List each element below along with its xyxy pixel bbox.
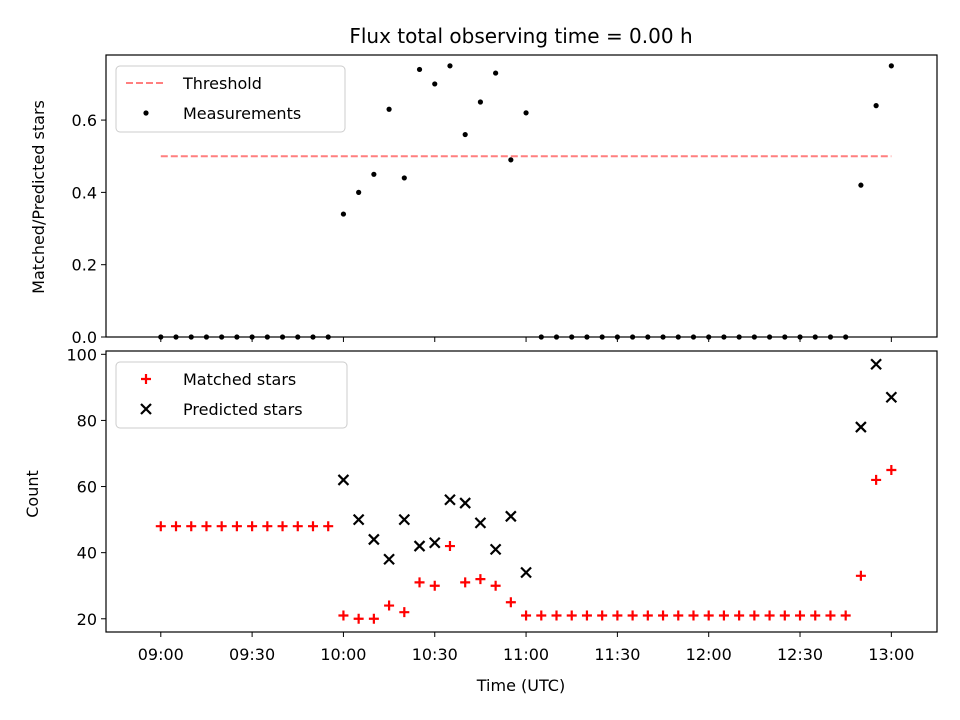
x-tick-label: 12:00 <box>686 645 732 664</box>
bottom-y-tick-label: 20 <box>77 610 97 629</box>
chart-title: Flux total observing time = 0.00 h <box>349 24 692 48</box>
top-series-0-point <box>463 132 468 137</box>
bottom-legend-label: Predicted stars <box>183 400 303 419</box>
top-y-tick-label: 0.6 <box>72 111 97 130</box>
top-legend-label: Measurements <box>183 104 301 123</box>
x-tick-label: 13:00 <box>868 645 914 664</box>
bottom-y-axis-label: Count <box>23 470 42 518</box>
top-y-axis-label: Matched/Predicted stars <box>29 100 48 294</box>
x-tick-label: 10:00 <box>320 645 366 664</box>
bottom-y-tick-label: 80 <box>77 411 97 430</box>
top-series-0-point <box>523 110 528 115</box>
bottom-y-tick-label: 40 <box>77 544 97 563</box>
top-series-0-point <box>874 103 879 108</box>
top-series-0-point <box>508 157 513 162</box>
bottom-y-tick-label: 60 <box>77 478 97 497</box>
bottom-y-tick-label: 100 <box>66 345 97 364</box>
top-legend-swatch <box>143 110 148 115</box>
top-series-0-point <box>386 107 391 112</box>
top-series-0-point <box>858 183 863 188</box>
bottom-legend-label: Matched stars <box>183 370 296 389</box>
bottom-legend: Matched stars Predicted stars <box>116 362 347 428</box>
top-series-0-point <box>356 190 361 195</box>
top-series-0-point <box>432 81 437 86</box>
top-y-tick-label: 0.0 <box>72 328 97 347</box>
top-series-0-point <box>341 211 346 216</box>
top-series-0-point <box>889 63 894 68</box>
top-legend: Threshold Measurements <box>116 66 345 132</box>
top-legend-label: Threshold <box>182 74 262 93</box>
top-series-0-point <box>371 172 376 177</box>
x-tick-label: 11:00 <box>503 645 549 664</box>
top-series-0-point <box>402 175 407 180</box>
x-tick-label: 11:30 <box>594 645 640 664</box>
top-y-tick-label: 0.2 <box>72 256 97 275</box>
top-y-tick-label: 0.4 <box>72 183 97 202</box>
top-series-0-point <box>447 63 452 68</box>
x-tick-label: 10:30 <box>412 645 458 664</box>
top-series-0-point <box>493 70 498 75</box>
x-axis-label: Time (UTC) <box>476 676 565 695</box>
top-series-0-point <box>417 67 422 72</box>
x-tick-label: 12:30 <box>777 645 823 664</box>
top-series-0-point <box>478 99 483 104</box>
x-tick-label: 09:00 <box>138 645 184 664</box>
x-tick-label: 09:30 <box>229 645 275 664</box>
